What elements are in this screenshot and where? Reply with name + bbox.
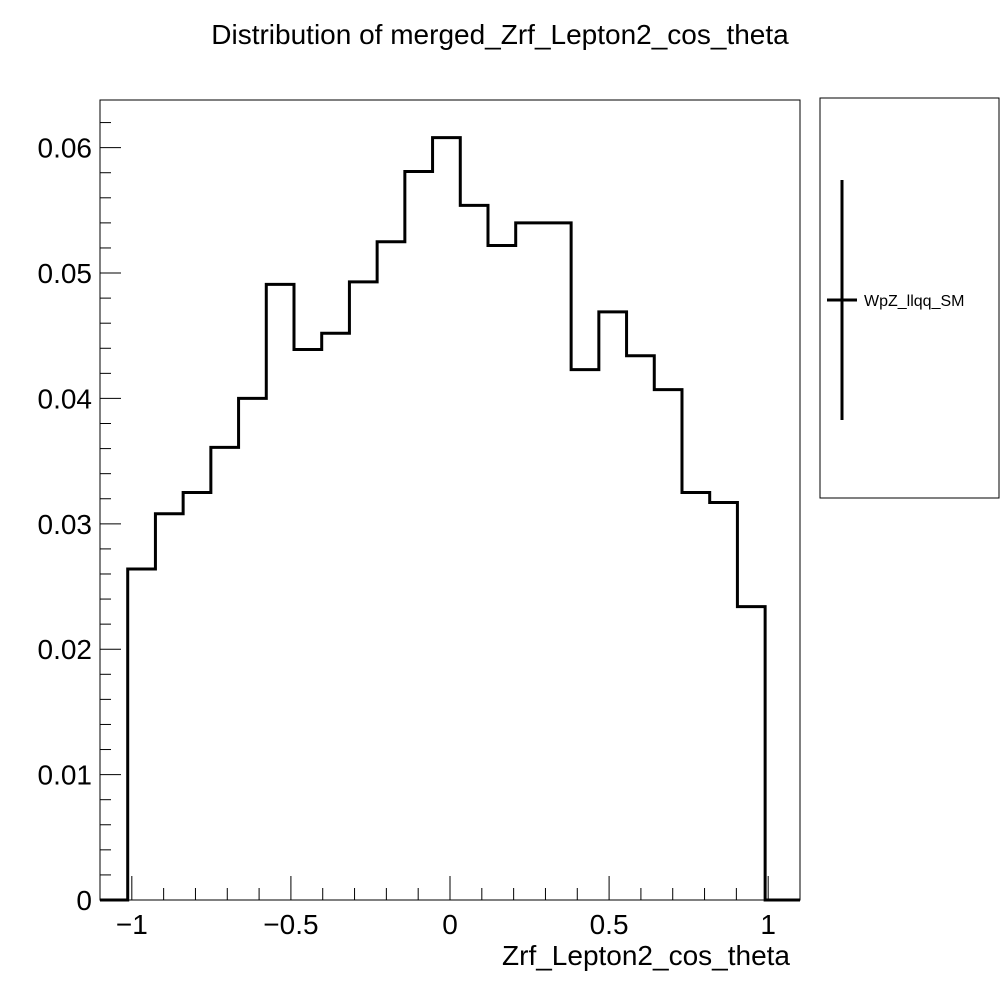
x-tick-label: −0.5 [263, 909, 318, 940]
y-tick-label: 0.02 [38, 634, 93, 665]
x-tick-label: −1 [116, 909, 148, 940]
y-tick-label: 0.05 [38, 258, 93, 289]
y-tick-label: 0.03 [38, 509, 93, 540]
legend: WpZ_llqq_SM [819, 97, 1000, 499]
y-tick-label: 0.06 [38, 133, 93, 164]
x-axis-label: Zrf_Lepton2_cos_theta [502, 940, 790, 971]
x-tick-label: 1 [760, 909, 776, 940]
x-axis: −1 −0.5 0 0.5 1 [99, 876, 801, 940]
x-tick-label: 0 [442, 909, 458, 940]
y-tick-label: 0 [76, 885, 92, 916]
x-tick-label: 0.5 [590, 909, 629, 940]
y-tick-label: 0.04 [38, 383, 93, 414]
y-tick-label: 0.01 [38, 760, 93, 791]
y-axis: 0 0.01 0.02 0.03 0.04 0.05 0.06 [38, 122, 121, 916]
histogram-series-line [100, 136, 800, 902]
chart-title: Distribution of merged_Zrf_Lepton2_cos_t… [211, 19, 789, 50]
plot-frame [99, 99, 801, 901]
legend-box [819, 97, 1000, 499]
legend-entry-label: WpZ_llqq_SM [864, 293, 964, 310]
